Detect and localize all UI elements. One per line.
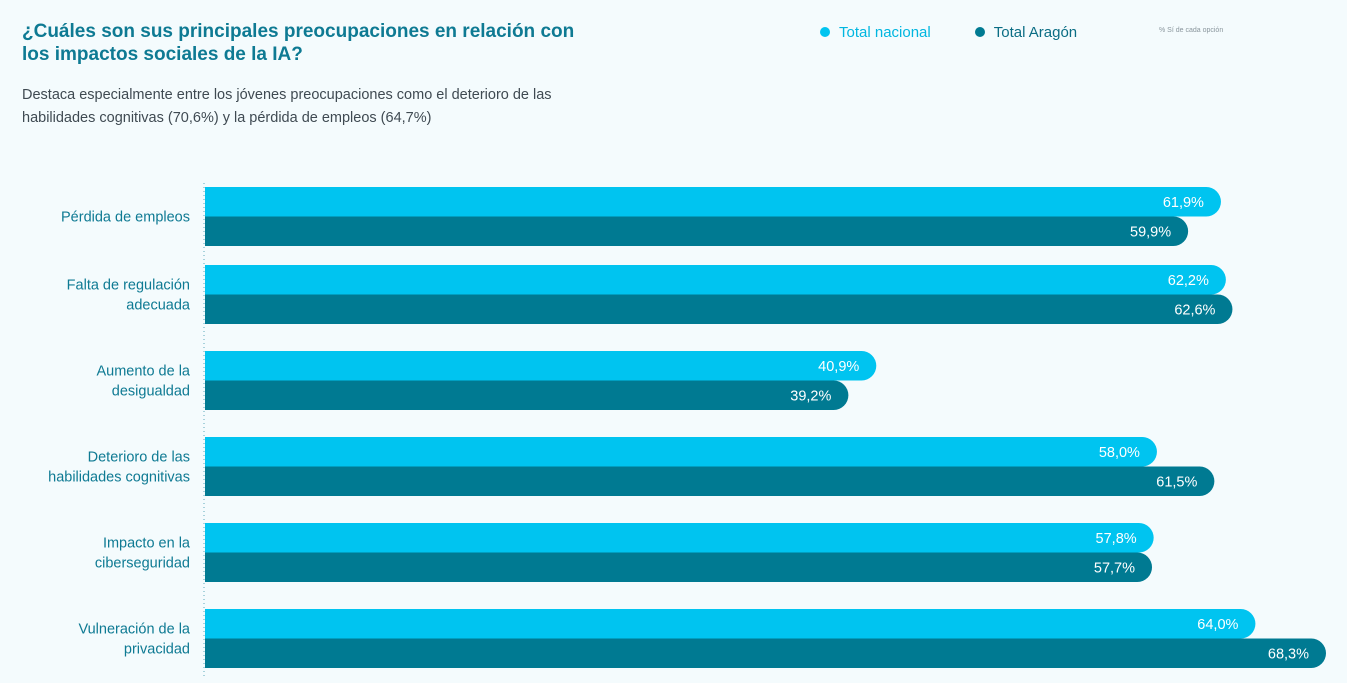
category-label: Impacto en la ciberseguridad — [95, 536, 191, 572]
bar-aragon — [205, 638, 1326, 668]
value-label: 61,5% — [1156, 474, 1197, 490]
category-label: Pérdida de empleos — [61, 210, 190, 226]
category-label-line: desigualdad — [112, 384, 190, 400]
legend-item-nacional: Total nacional — [820, 24, 931, 41]
legend-label-nacional: Total nacional — [839, 23, 931, 41]
bar-nacional — [205, 437, 1157, 467]
bar-nacional — [205, 187, 1221, 217]
bar-nacional — [205, 609, 1256, 639]
chart-title: ¿Cuáles son sus principales preocupacion… — [22, 21, 575, 65]
legend-dot-aragon — [974, 27, 985, 37]
category-label-line: privacidad — [124, 642, 190, 658]
legend: Total nacional Total Aragón — [820, 22, 1121, 42]
legend-item-aragon: Total Aragón — [974, 23, 1078, 41]
bar-aragon — [205, 552, 1153, 582]
bar-nacional — [205, 523, 1154, 553]
category-label-line: Aumento de la — [96, 364, 190, 380]
value-label: 57,7% — [1094, 560, 1135, 576]
value-label: 64,0% — [1197, 617, 1238, 633]
bar-nacional — [205, 351, 877, 381]
category-label-line: Impacto en la — [103, 536, 191, 552]
category-label-line: adecuada — [126, 298, 191, 314]
value-label: 62,2% — [1168, 273, 1209, 289]
chart-subtitle: Destaca especialmente entre los jóvenes … — [22, 87, 552, 126]
bar-nacional — [205, 265, 1226, 295]
legend-label-aragon: Total Aragón — [993, 23, 1078, 41]
category-label: Aumento de la desigualdad — [96, 364, 190, 400]
category-label: Vulneración de la privacidad — [78, 622, 190, 658]
category-label-line: Vulneración de la — [78, 622, 190, 638]
value-label: 58,0% — [1099, 445, 1140, 461]
chart-note: % Sí de cada opción — [1159, 27, 1224, 34]
category-label-line: Falta de regulación — [67, 278, 190, 294]
category-label-line: habilidades cognitivas — [48, 470, 190, 486]
value-label: 39,2% — [790, 388, 831, 404]
category-label: Deterioro de las habilidades cognitivas — [48, 450, 190, 486]
value-label: 57,8% — [1096, 531, 1137, 547]
bar-aragon — [205, 380, 849, 410]
category-label-line: ciberseguridad — [95, 556, 190, 572]
value-label: 40,9% — [818, 359, 859, 375]
category-label-line: Pérdida de empleos — [61, 210, 190, 226]
bar-aragon — [205, 294, 1233, 324]
value-label: 68,3% — [1268, 646, 1309, 662]
category-label: Falta de regulación adecuada — [67, 278, 191, 314]
legend-dot-nacional — [820, 27, 830, 37]
value-label: 61,9% — [1163, 195, 1204, 211]
category-label-line: Deterioro de las — [88, 450, 190, 466]
bar-aragon — [205, 216, 1189, 246]
value-label: 62,6% — [1174, 302, 1215, 318]
bar-aragon — [205, 466, 1215, 496]
value-label: 59,9% — [1130, 224, 1171, 240]
